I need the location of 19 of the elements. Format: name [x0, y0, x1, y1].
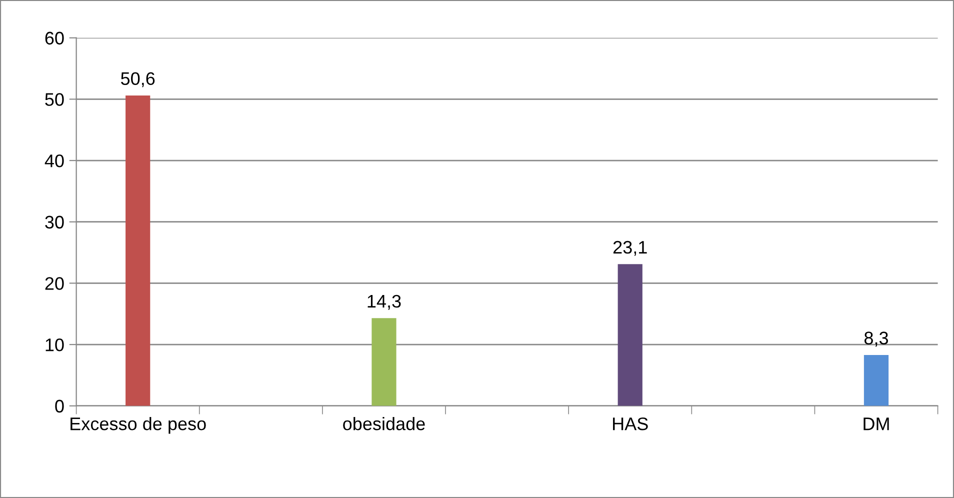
y-tick-label: 10: [46, 338, 64, 352]
data-label: 8,3: [864, 332, 888, 347]
x-tick-label: DM: [864, 418, 889, 430]
x-tick-label: Excesso de peso: [70, 416, 206, 434]
bar: [864, 354, 889, 406]
data-label: 50,6: [121, 72, 155, 88]
y-tick-label: 50: [45, 93, 64, 106]
bar: [126, 96, 150, 406]
y-tick-label: 30: [45, 216, 64, 229]
y-tick-label: 60: [45, 32, 64, 45]
data-label: 14,3: [368, 294, 401, 310]
data-label: 23,1: [613, 240, 647, 256]
x-tick-label: obesidade: [343, 416, 425, 430]
y-tick-label: 0: [55, 400, 64, 413]
y-tick-label: 20: [45, 277, 64, 290]
y-tick-label: 40: [44, 154, 64, 168]
bar: [372, 318, 396, 406]
bar: [618, 264, 642, 406]
x-tick-label: HAS: [613, 417, 648, 430]
